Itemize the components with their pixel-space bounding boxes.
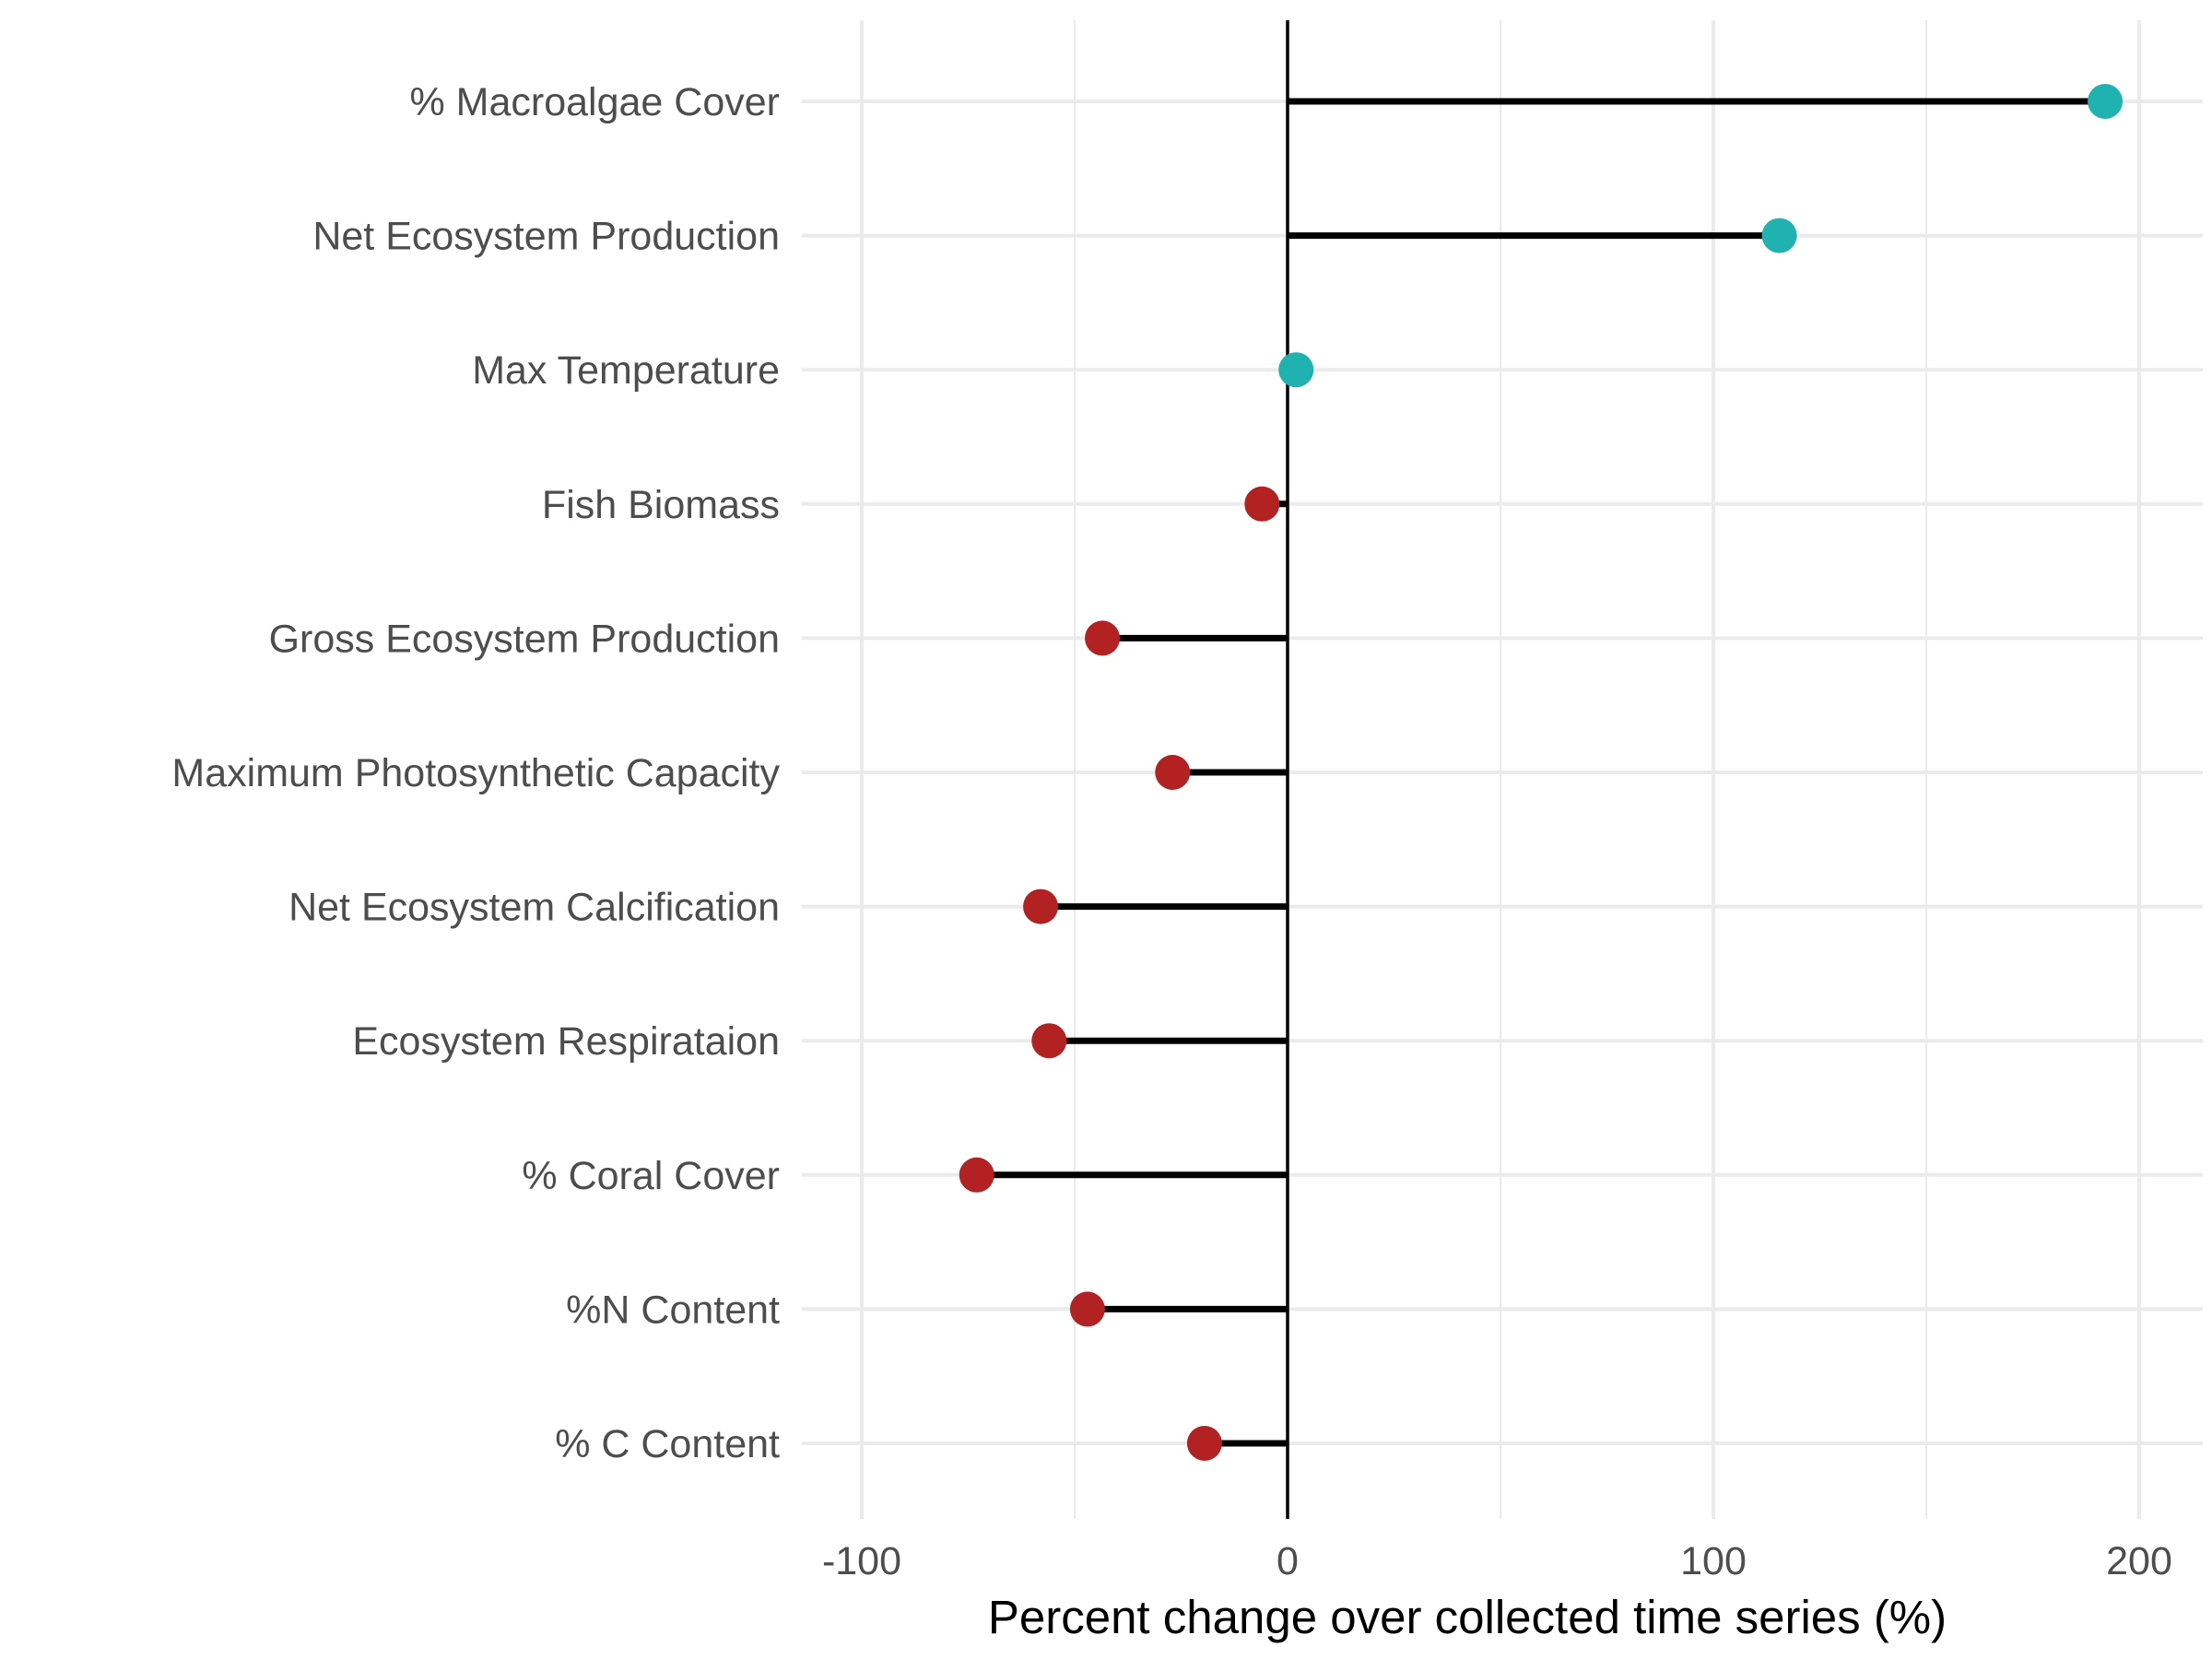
category-label: %N Content bbox=[566, 1288, 780, 1332]
category-label: Net Ecosystem Production bbox=[312, 215, 780, 259]
category-label: Maximum Photosynthetic Capacity bbox=[171, 751, 780, 795]
data-point bbox=[1155, 755, 1191, 790]
data-point bbox=[1186, 1426, 1222, 1461]
category-label: Ecosystem Respirataion bbox=[352, 1019, 780, 1064]
data-point bbox=[1244, 486, 1280, 522]
gridlines bbox=[802, 20, 2203, 1519]
x-axis-title: Percent change over collected time serie… bbox=[988, 1591, 1947, 1643]
data-point bbox=[1023, 888, 1059, 924]
category-label: % Macroalgae Cover bbox=[409, 80, 780, 124]
data-point bbox=[1031, 1023, 1067, 1059]
category-label: Fish Biomass bbox=[542, 483, 780, 527]
x-tick-label: 100 bbox=[1680, 1539, 1747, 1583]
x-tick-label: 200 bbox=[2106, 1539, 2172, 1583]
x-tick-label: 0 bbox=[1277, 1539, 1299, 1583]
x-tick-labels: -100 0 100 200 bbox=[822, 1539, 2172, 1583]
category-label: Gross Ecosystem Production bbox=[269, 617, 780, 661]
data-point bbox=[1761, 218, 1797, 253]
data-point bbox=[1085, 620, 1121, 656]
data-point bbox=[959, 1157, 994, 1193]
category-label: Net Ecosystem Calcification bbox=[288, 886, 780, 930]
data-point bbox=[1278, 352, 1314, 388]
category-label: % Coral Cover bbox=[522, 1154, 780, 1198]
category-labels: % Macroalgae Cover Net Ecosystem Producti… bbox=[171, 80, 780, 1466]
data-point bbox=[1069, 1291, 1105, 1327]
category-label: % C Content bbox=[555, 1422, 780, 1466]
x-tick-label: -100 bbox=[822, 1539, 901, 1583]
data-point bbox=[2088, 84, 2124, 119]
points bbox=[959, 84, 2124, 1461]
category-label: Max Temperature bbox=[472, 348, 780, 393]
